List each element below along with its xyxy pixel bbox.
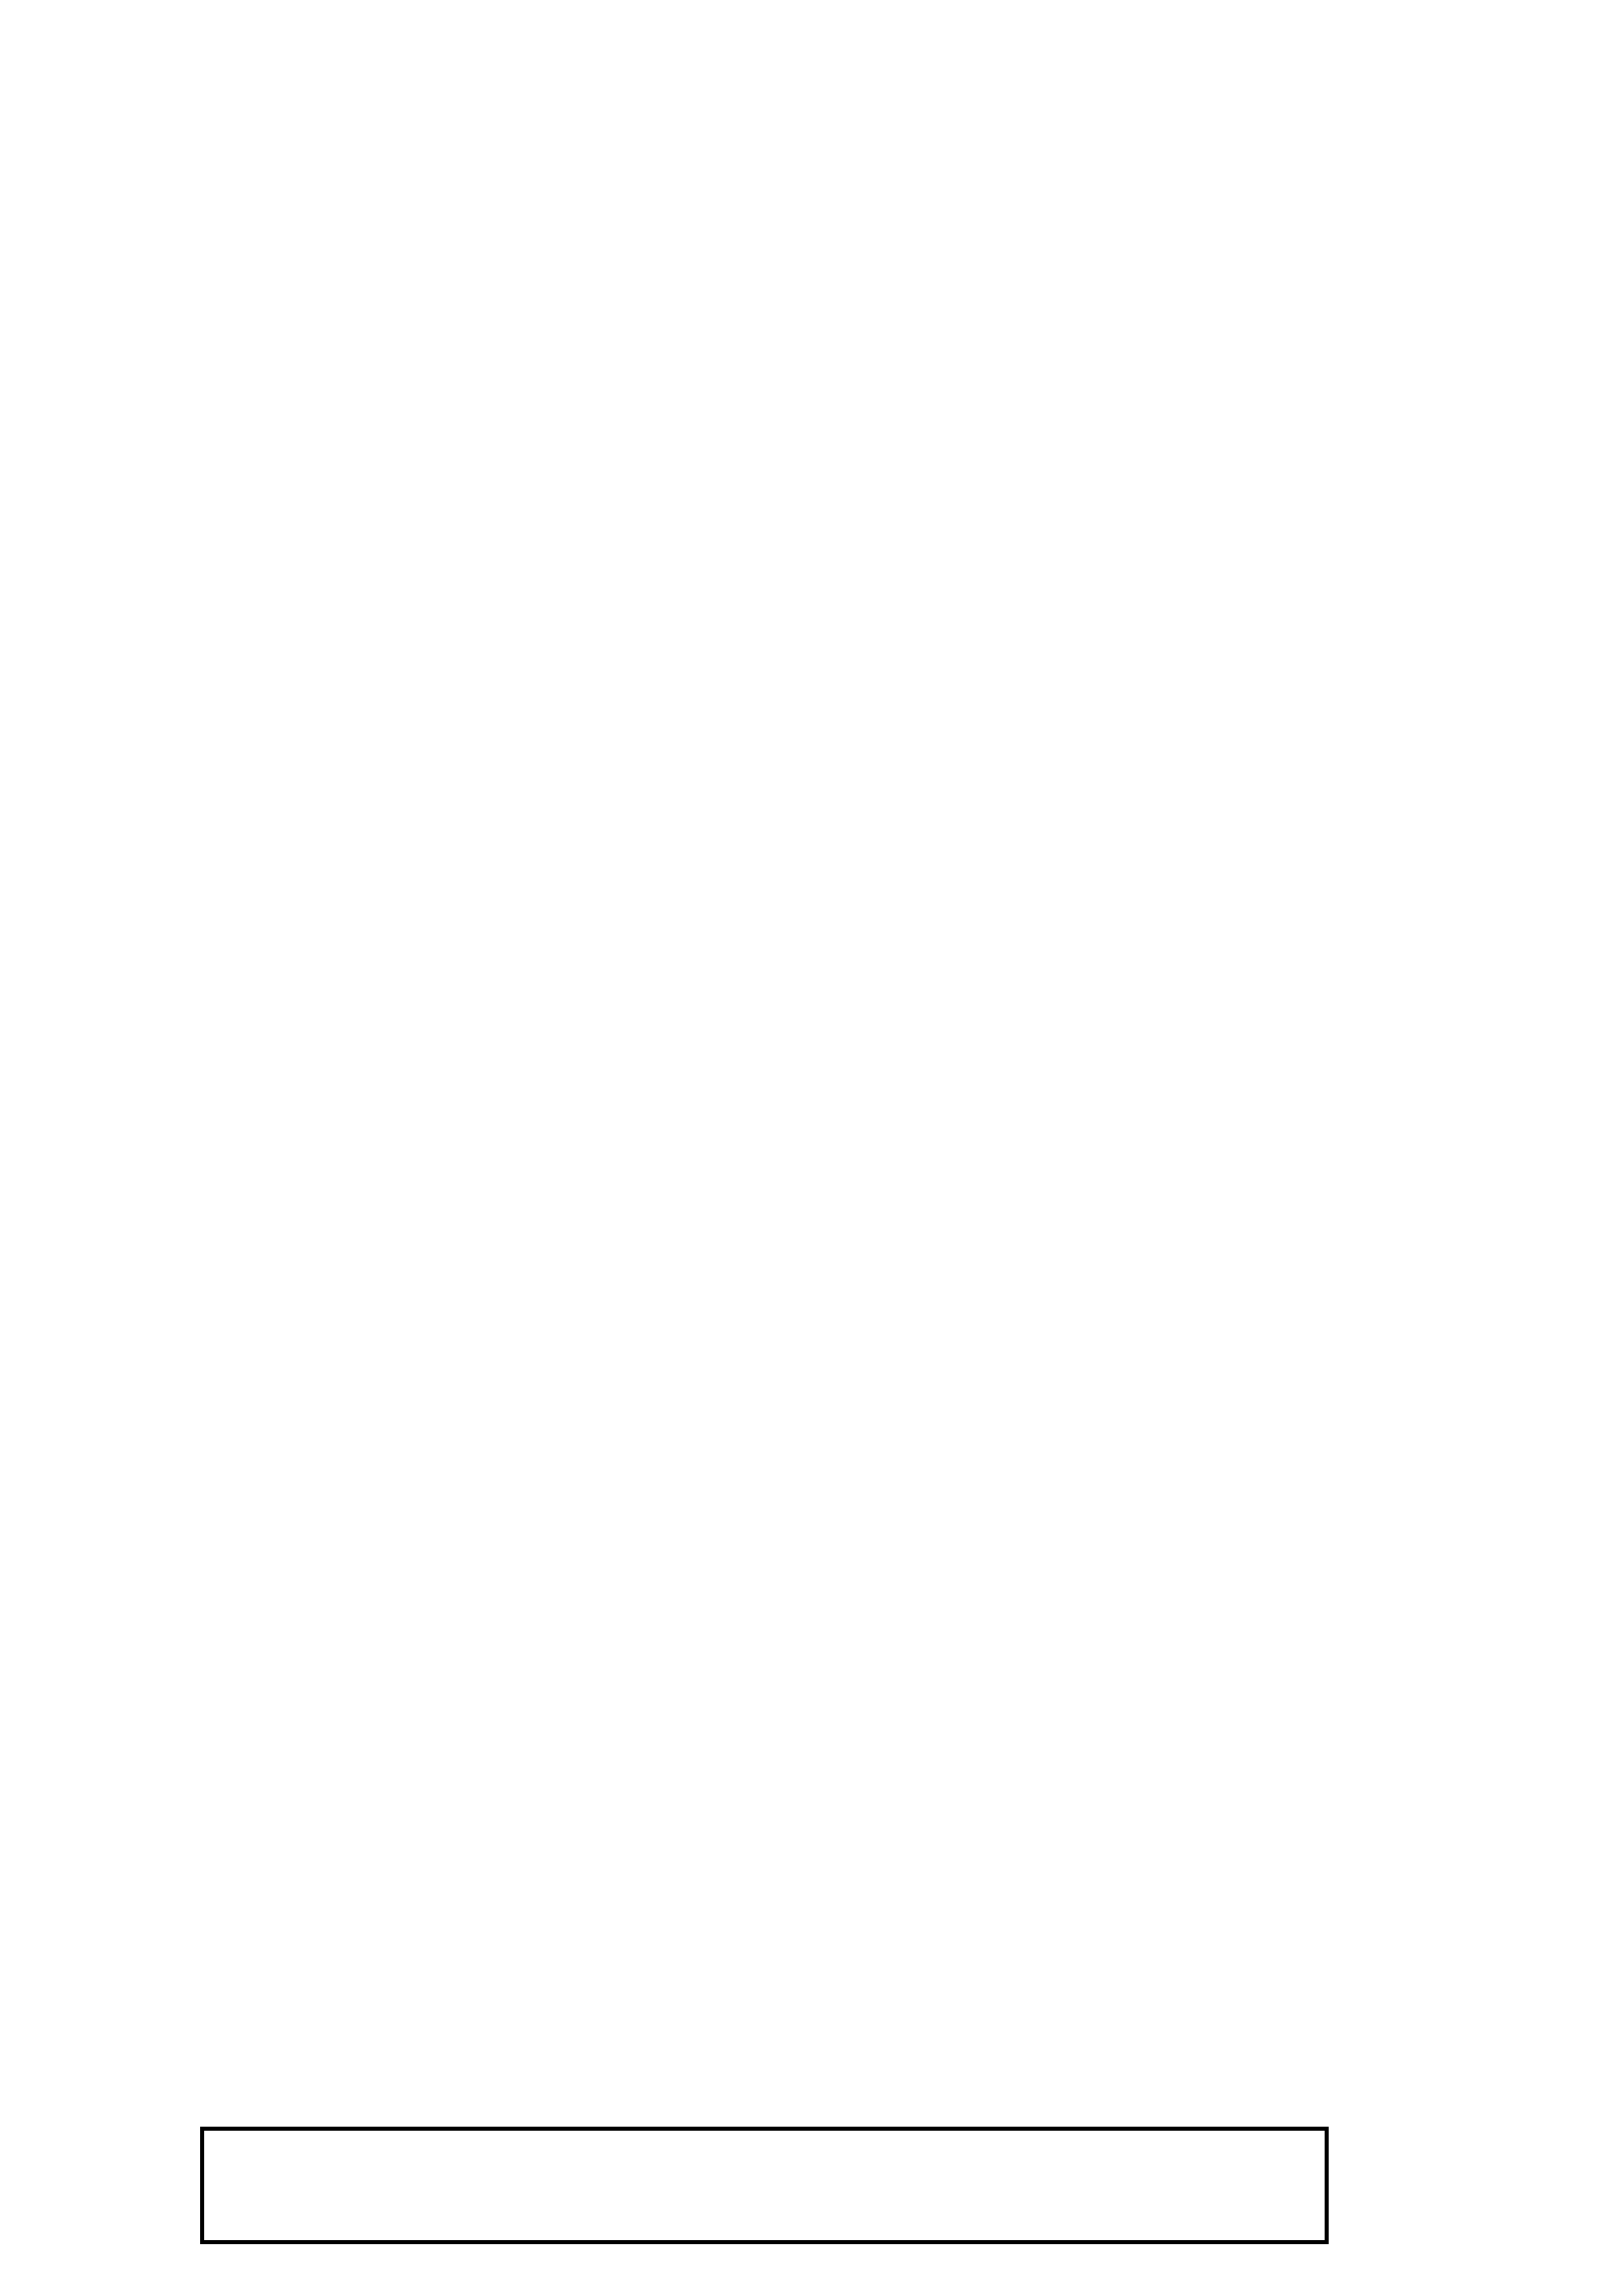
caption-box — [200, 2127, 1329, 2244]
